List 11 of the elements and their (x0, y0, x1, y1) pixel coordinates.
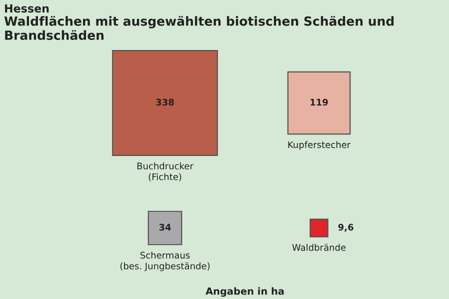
category-label: Schermaus (bes. Jungbestände) (120, 252, 210, 272)
category-label: Waldbrände (292, 244, 346, 251)
text: Angaben in ha (206, 287, 284, 297)
data-label: 119 (310, 98, 328, 106)
data-label: 34 (159, 224, 171, 231)
category-label: Kupferstecher (288, 141, 351, 150)
text: Waldflächen mit ausgewählten biotischen Schäden und Brandschäden (4, 16, 394, 40)
text: Hessen (5, 4, 49, 13)
data-label: 338 (156, 98, 174, 106)
data-label: 9,6 (338, 224, 354, 232)
category-label: Buchdrucker (Fichte) (137, 162, 194, 182)
